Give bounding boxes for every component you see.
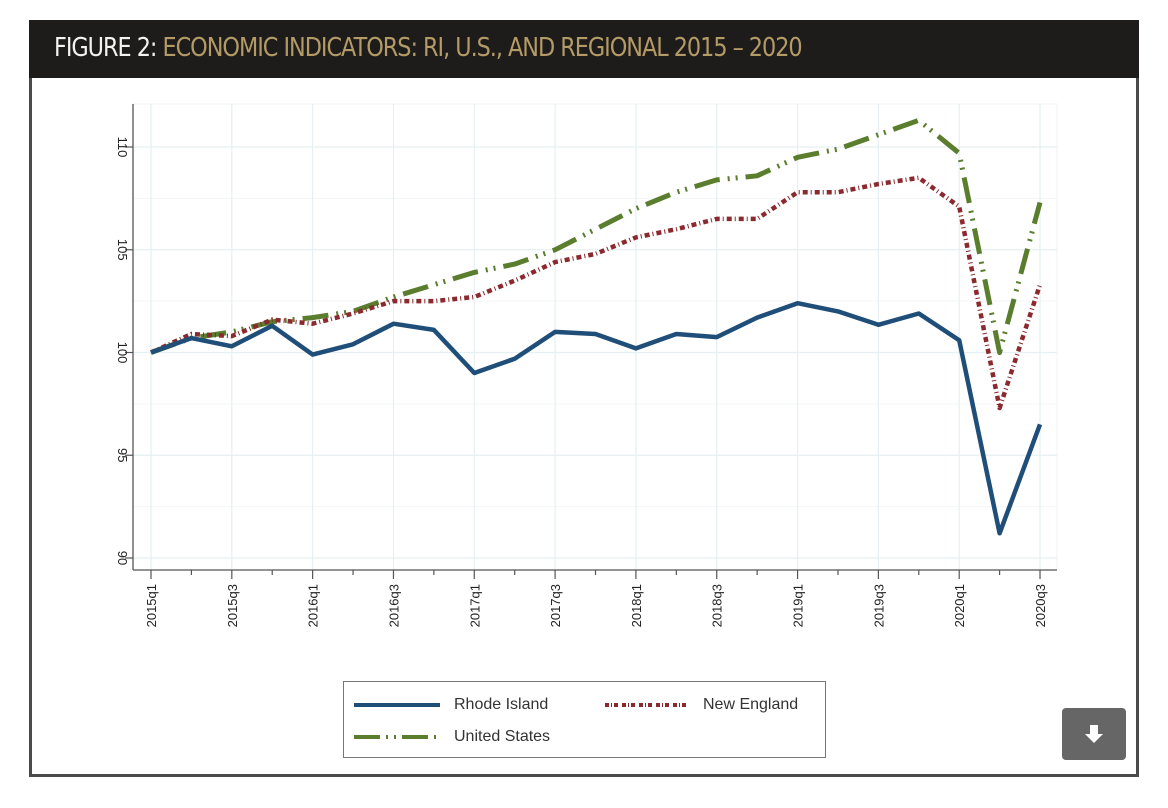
series-line-rhode-island	[150, 300, 1043, 536]
legend-item-rhode-island: Rhode Island	[354, 694, 548, 716]
download-arrow-icon	[1085, 725, 1103, 743]
legend-label: Rhode Island	[454, 696, 549, 713]
figure-title-text: ECONOMIC INDICATORS: RI, U.S., AND REGIO…	[162, 33, 802, 63]
y-tick-label: 110	[115, 137, 130, 158]
legend: Rhode Island New England United States	[343, 681, 826, 758]
axes: 90 95 100 105 110 2015q1 2015q3 2016q1 2016q3 201…	[115, 104, 1057, 627]
x-tick-label: 2015q3	[225, 584, 240, 627]
series-lines	[150, 117, 1043, 536]
x-tick-label: 2019q1	[791, 584, 806, 627]
x-tick-label: 2015q1	[144, 584, 159, 627]
legend-label: United States	[454, 728, 551, 745]
y-tick-label: 95	[115, 448, 130, 462]
x-tick-label: 2019q3	[871, 584, 886, 627]
figure-title: FIGURE 2: ECONOMIC INDICATORS: RI, U.S.,…	[54, 33, 803, 63]
x-tick-label: 2020q3	[1033, 584, 1048, 627]
plot-area	[132, 103, 1058, 571]
legend-item-united-states: United States	[354, 726, 550, 748]
y-tick-label: 105	[115, 239, 130, 261]
y-tick-label: 100	[115, 342, 130, 364]
download-button[interactable]	[1062, 708, 1126, 760]
grid-lines	[132, 103, 1058, 571]
figure-header: FIGURE 2: ECONOMIC INDICATORS: RI, U.S.,…	[29, 20, 1139, 78]
legend-swatch-united-states	[354, 735, 440, 739]
legend-label: New England	[703, 696, 799, 713]
x-tick-label: 2017q3	[548, 584, 563, 627]
legend-swatch-rhode-island	[354, 703, 440, 707]
x-tick-label: 2016q1	[306, 584, 321, 627]
x-tick-label: 2016q3	[386, 584, 401, 627]
y-tick-label: 90	[115, 551, 130, 565]
x-tick-label: 2018q1	[629, 584, 644, 627]
x-tick-label: 2018q3	[710, 584, 725, 627]
x-tick-label: 2020q1	[952, 584, 967, 627]
x-tick-label: 2017q1	[467, 584, 482, 627]
legend-swatch-new-england	[605, 703, 689, 707]
figure-number: FIGURE 2:	[54, 33, 157, 63]
legend-item-new-england: New England	[603, 694, 798, 716]
